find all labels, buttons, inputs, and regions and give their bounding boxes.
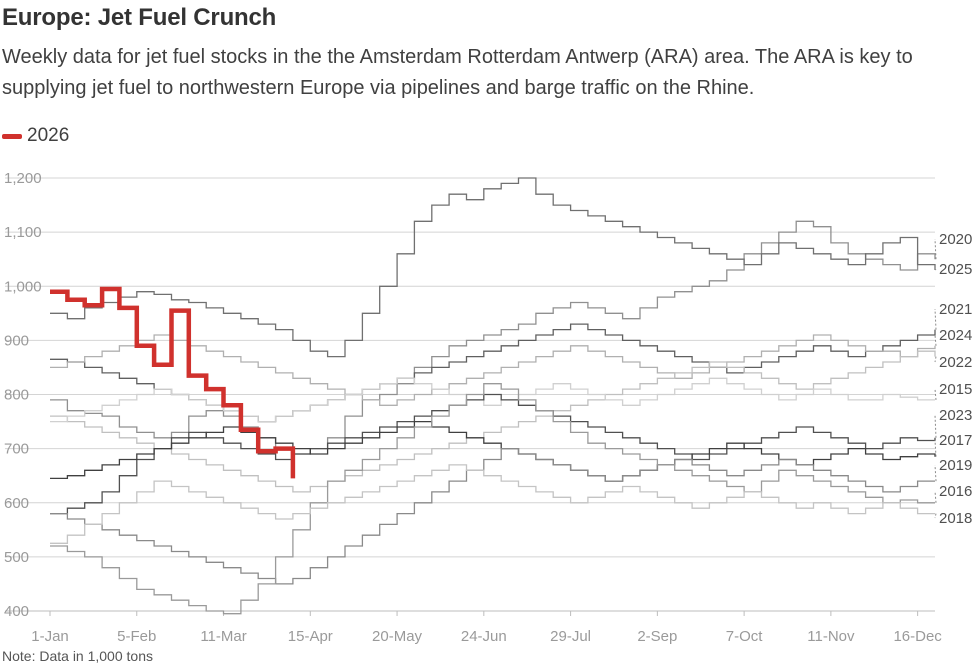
end-label-2023: 2023	[939, 407, 972, 424]
x-tick-label-2: 11-Mar	[200, 628, 246, 645]
end-label-2017: 2017	[939, 432, 972, 449]
series-line-2025	[50, 177, 936, 358]
series-line-2018	[50, 464, 935, 544]
end-label-2022: 2022	[939, 354, 972, 371]
series-end-labels: 2020 2025 2021 2024 2022 2015 2023 2017 2019 2016…	[934, 231, 972, 527]
y-tick-label-600: 600	[4, 495, 29, 512]
y-tick-label-500: 500	[4, 549, 29, 566]
chart-legend: 2026	[2, 125, 69, 147]
x-tick-label-8: 7-Oct	[726, 628, 764, 645]
end-label-2020: 2020	[939, 231, 972, 248]
series-line-2017	[50, 420, 936, 482]
end-label-2024: 2024	[939, 327, 972, 344]
x-tick-label-9: 11-Nov	[807, 628, 855, 645]
series-line-2024	[50, 334, 936, 406]
y-tick-label-400: 400	[4, 603, 29, 620]
end-label-2019: 2019	[939, 457, 972, 474]
series-line-2016	[50, 383, 935, 615]
y-tick-label-700: 700	[4, 441, 29, 458]
end-label-2025: 2025	[939, 261, 972, 278]
y-axis-ticks: 400 500 600 700 800 900 1,000 1,100 1,200	[4, 170, 42, 620]
x-tick-label-5: 24-Jun	[461, 628, 507, 645]
end-label-leader-2023	[934, 414, 937, 438]
end-label-leader-2025	[934, 268, 937, 271]
x-axis-ticks: 1-Jan 5-Feb 11-Mar 15-Apr 20-May 24-Jun 29-Jul…	[31, 611, 942, 645]
legend-label-2026: 2026	[27, 125, 70, 146]
end-label-leader-2020	[934, 238, 937, 260]
footer-note: Note: Data in 1,000 tons	[2, 648, 153, 664]
y-tick-label-900: 900	[4, 332, 29, 349]
end-label-leader-2015	[934, 388, 937, 400]
series-line-2015	[50, 377, 935, 423]
x-tick-label-10: 16-Dec	[893, 628, 942, 645]
series-line-2026	[50, 286, 296, 479]
end-label-leader-2022	[934, 356, 937, 363]
x-tick-label-7: 2-Sep	[637, 628, 677, 645]
chart-title: Europe: Jet Fuel Crunch	[2, 4, 277, 31]
chart-subtitle: Weekly data for jet fuel stocks in the t…	[2, 46, 913, 99]
end-label-leader-2016	[934, 490, 937, 503]
series-line-2022	[50, 350, 936, 493]
legend-swatch-2026	[2, 133, 22, 139]
end-label-leader-2018	[934, 513, 937, 519]
end-label-leader-2021	[934, 308, 937, 330]
end-label-2021: 2021	[939, 301, 972, 318]
y-tick-label-800: 800	[4, 387, 29, 404]
x-tick-label-4: 20-May	[372, 628, 423, 645]
x-tick-label-6: 29-Jul	[550, 628, 591, 645]
end-label-2018: 2018	[939, 510, 972, 527]
y-tick-label-1100: 1,100	[4, 224, 42, 241]
x-tick-label-1: 5-Feb	[117, 628, 156, 645]
y-tick-label-1000: 1,000	[4, 278, 42, 295]
end-label-2015: 2015	[939, 381, 972, 398]
x-tick-label-0: 1-Jan	[31, 628, 69, 645]
end-label-leader-2019	[934, 464, 937, 482]
end-label-2016: 2016	[939, 483, 972, 500]
x-tick-label-3: 15-Apr	[288, 628, 333, 645]
series-layer	[50, 177, 936, 615]
y-tick-label-1200: 1,200	[4, 170, 42, 187]
end-label-leader-2024	[934, 334, 937, 346]
end-label-leader-2017	[934, 439, 937, 457]
series-line-2019	[50, 447, 935, 585]
series-line-2020	[50, 220, 936, 455]
